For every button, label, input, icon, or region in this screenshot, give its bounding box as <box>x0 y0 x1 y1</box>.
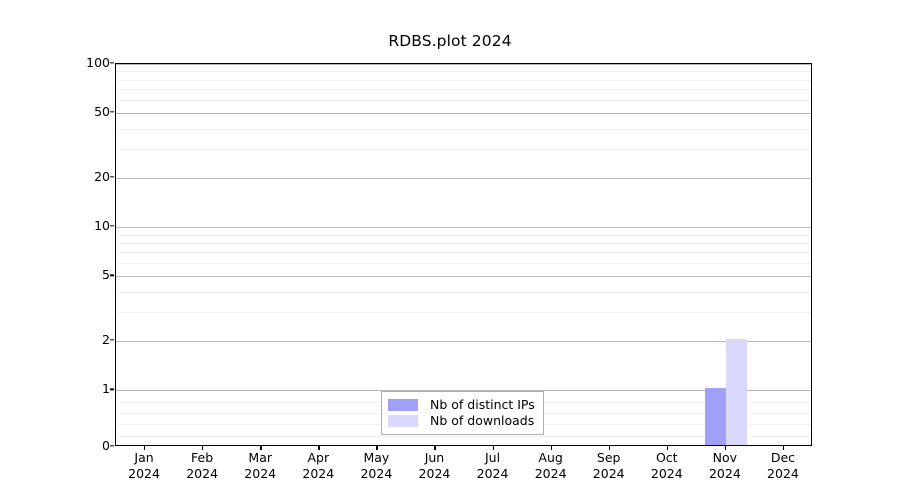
y-tick-label: 1 <box>102 381 110 397</box>
x-tick-label-aug: Aug 2024 <box>516 450 586 482</box>
y-tick-label: 2 <box>102 331 110 347</box>
gridline-major <box>116 341 811 343</box>
gridline-minor <box>116 79 811 81</box>
x-tick-mark <box>376 446 378 450</box>
legend-item-downloads: Nb of downloads <box>388 413 535 429</box>
x-tick-year: 2024 <box>186 466 219 481</box>
x-tick-month: Jun <box>424 450 445 465</box>
x-tick-label-jun: Jun 2024 <box>399 450 469 482</box>
y-axis-labels: 0 1 2 5 10 20 50 100 <box>58 56 110 451</box>
x-tick-mark <box>550 446 552 450</box>
gridline-minor <box>116 292 811 294</box>
gridline-minor <box>116 71 811 73</box>
gridline-major <box>116 276 811 278</box>
y-tick-label: 5 <box>102 267 110 283</box>
x-tick-mark <box>666 446 669 450</box>
gridline-major <box>116 113 811 115</box>
x-tick-year: 2024 <box>128 466 160 481</box>
x-tick-year: 2024 <box>476 466 509 481</box>
x-tick-label-jan: Jan 2024 <box>109 450 179 482</box>
x-tick-year: 2024 <box>592 466 625 481</box>
x-tick-month: Dec <box>770 450 796 465</box>
x-tick-mark <box>144 446 146 450</box>
x-tick-month: Sep <box>596 450 621 465</box>
y-tick-mark <box>110 445 114 447</box>
y-tick-mark <box>110 111 114 113</box>
gridline-major <box>116 64 811 65</box>
gridline-major <box>116 390 811 392</box>
y-tick-label: 10 <box>94 217 110 233</box>
bar-nov-downloads <box>725 339 747 445</box>
y-tick-label: 0 <box>102 437 110 453</box>
gridline-minor <box>116 149 811 151</box>
gridline-minor <box>116 128 811 130</box>
gridline-minor <box>116 312 811 314</box>
chart-title: RDBS.plot 2024 <box>388 32 512 50</box>
gridline-major <box>116 178 811 180</box>
x-tick-label-jul: Jul 2024 <box>458 450 528 482</box>
x-tick-month: May <box>363 450 390 465</box>
bar-nov-distinct-ips <box>704 388 726 445</box>
x-tick-month: Oct <box>655 450 678 465</box>
legend-swatch-downloads <box>388 415 418 427</box>
x-tick-month: Jul <box>484 450 501 465</box>
x-tick-label-dec: Dec 2024 <box>748 450 818 482</box>
y-tick-label: 20 <box>94 168 110 184</box>
x-tick-mark <box>608 446 610 450</box>
legend-label-distinct-ips: Nb of distinct IPs <box>430 396 535 412</box>
gridline-minor <box>116 234 811 236</box>
x-tick-month: Apr <box>307 450 330 465</box>
x-tick-month: Nov <box>712 450 738 465</box>
x-tick-year: 2024 <box>244 466 277 481</box>
y-tick-mark <box>110 388 114 390</box>
gridline-minor <box>116 242 811 244</box>
gridline-minor <box>116 89 811 91</box>
x-tick-mark <box>260 446 262 450</box>
x-tick-month: Feb <box>191 450 214 465</box>
x-tick-mark <box>782 446 785 450</box>
x-tick-mark <box>434 446 436 450</box>
x-tick-label-apr: Apr 2024 <box>283 450 353 482</box>
y-tick-mark <box>110 225 114 227</box>
x-tick-year: 2024 <box>767 466 799 481</box>
x-tick-year: 2024 <box>360 466 393 481</box>
x-tick-mark <box>202 446 204 450</box>
x-tick-label-feb: Feb 2024 <box>167 450 237 482</box>
gridline-minor <box>116 435 811 437</box>
x-tick-label-sep: Sep 2024 <box>574 450 644 482</box>
plot-area <box>115 63 812 446</box>
gridline-minor <box>116 252 811 254</box>
x-tick-mark <box>492 446 494 450</box>
y-tick-label: 100 <box>86 54 110 70</box>
x-tick-year: 2024 <box>534 466 567 481</box>
x-tick-month: Aug <box>538 450 563 465</box>
legend-swatch-distinct-ips <box>388 399 418 411</box>
x-tick-label-oct: Oct 2024 <box>632 450 702 482</box>
y-tick-mark <box>110 176 114 178</box>
chart-legend: Nb of distinct IPs Nb of downloads <box>381 391 544 435</box>
x-tick-year: 2024 <box>418 466 451 481</box>
x-tick-label-nov: Nov 2024 <box>690 450 760 482</box>
y-tick-mark <box>110 274 114 276</box>
x-axis-labels: Jan 2024 Feb 2024 Mar 2024 Apr 2024 May 2024 Jun 20… <box>115 450 812 496</box>
y-axis-ticks <box>110 62 115 447</box>
x-tick-mark <box>318 446 320 450</box>
y-tick-mark <box>110 62 114 64</box>
y-tick-label: 50 <box>94 103 110 119</box>
x-tick-year: 2024 <box>302 466 335 481</box>
gridline-minor <box>116 263 811 265</box>
legend-item-distinct-ips: Nb of distinct IPs <box>388 397 535 413</box>
x-tick-mark <box>724 446 727 450</box>
x-tick-year: 2024 <box>650 466 683 481</box>
x-tick-year: 2024 <box>708 466 741 481</box>
x-tick-label-mar: Mar 2024 <box>225 450 295 482</box>
gridline-major <box>116 227 811 229</box>
x-tick-month: Jan <box>134 450 154 465</box>
x-tick-label-may: May 2024 <box>341 450 411 482</box>
x-tick-month: Mar <box>248 450 272 465</box>
gridline-minor <box>116 100 811 102</box>
y-tick-mark <box>110 339 114 341</box>
legend-label-downloads: Nb of downloads <box>430 412 535 428</box>
